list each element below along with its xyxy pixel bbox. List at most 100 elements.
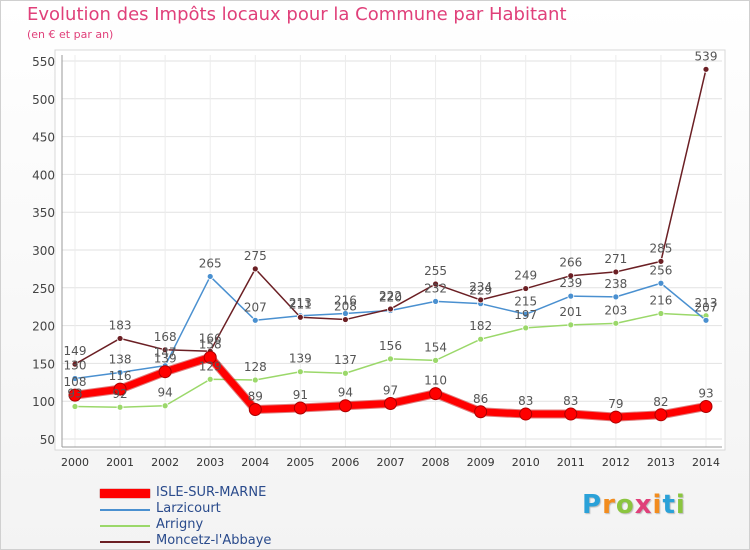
data-label: 156 xyxy=(379,339,402,353)
y-tick-label: 200 xyxy=(32,320,55,334)
data-point xyxy=(477,335,485,343)
logo-letter: x xyxy=(634,490,653,520)
data-label: 139 xyxy=(289,352,312,366)
data-label: 129 xyxy=(199,359,222,373)
data-point xyxy=(161,402,169,410)
x-tick-label: 2006 xyxy=(331,456,359,469)
data-label: 285 xyxy=(649,241,672,255)
x-tick-label: 2005 xyxy=(286,456,314,469)
chart-subtitle: (en € et par an) xyxy=(27,28,114,41)
legend-label: Arrigny xyxy=(156,517,204,532)
data-point xyxy=(522,310,530,318)
data-label: 94 xyxy=(158,386,173,400)
x-tick-label: 2011 xyxy=(557,456,585,469)
data-label: 138 xyxy=(109,352,132,366)
data-label: 256 xyxy=(649,263,672,277)
data-point xyxy=(161,346,169,354)
data-label: 116 xyxy=(109,369,132,383)
data-label: 222 xyxy=(379,289,402,303)
data-label: 94 xyxy=(338,386,353,400)
data-point xyxy=(567,272,575,280)
data-label: 137 xyxy=(334,353,357,367)
data-point xyxy=(477,296,485,304)
data-point xyxy=(293,401,307,415)
data-point xyxy=(248,403,262,417)
legend-swatch xyxy=(100,489,150,498)
data-label: 130 xyxy=(64,359,87,373)
logo-letter: i xyxy=(652,490,663,520)
data-label: 213 xyxy=(289,296,312,310)
data-label: 83 xyxy=(563,394,578,408)
x-tick-label: 2002 xyxy=(151,456,179,469)
data-point xyxy=(567,292,575,300)
data-label: 168 xyxy=(154,330,177,344)
data-label: 213 xyxy=(695,296,718,310)
data-point xyxy=(657,257,665,265)
legend-swatch xyxy=(100,525,150,527)
data-label: 89 xyxy=(248,390,263,404)
proxiti-logo: Proxiti xyxy=(582,490,686,520)
logo-letter: P xyxy=(582,490,603,520)
y-tick-label: 100 xyxy=(32,395,55,409)
data-label: 182 xyxy=(469,319,492,333)
data-label: 93 xyxy=(67,386,82,400)
data-point xyxy=(522,324,530,332)
data-label: 216 xyxy=(649,294,672,308)
data-point xyxy=(564,407,578,421)
data-point xyxy=(654,408,668,422)
data-point xyxy=(206,273,214,280)
data-point xyxy=(522,285,530,292)
data-label: 201 xyxy=(559,305,582,319)
data-label: 229 xyxy=(469,284,492,298)
data-point xyxy=(432,280,439,288)
data-label: 216 xyxy=(334,294,357,308)
data-point xyxy=(251,316,259,324)
data-label: 166 xyxy=(199,331,222,345)
data-label: 207 xyxy=(244,300,267,314)
data-point xyxy=(612,293,620,301)
data-point xyxy=(71,375,79,382)
data-point xyxy=(612,319,620,327)
data-label: 232 xyxy=(424,281,447,295)
data-label: 203 xyxy=(604,303,627,317)
y-tick-label: 400 xyxy=(32,168,55,182)
data-point xyxy=(429,387,443,401)
y-tick-label: 50 xyxy=(40,433,55,447)
data-point xyxy=(342,316,349,323)
y-tick-label: 350 xyxy=(32,206,55,220)
data-label: 93 xyxy=(698,386,713,400)
data-label: 91 xyxy=(293,388,308,402)
data-label: 149 xyxy=(64,344,87,358)
data-label: 139 xyxy=(154,352,177,366)
data-label: 234 xyxy=(469,280,492,294)
legend-label: Larzicourt xyxy=(156,501,221,516)
data-point xyxy=(567,321,575,329)
x-tick-label: 2008 xyxy=(422,456,450,469)
legend-swatch xyxy=(100,509,150,511)
legend-label: Moncetz-l'Abbaye xyxy=(156,533,272,548)
data-label: 128 xyxy=(244,360,267,374)
data-point xyxy=(702,316,710,324)
chart-title: Evolution des Impôts locaux pour la Comm… xyxy=(27,4,567,25)
x-tick-label: 2014 xyxy=(692,456,720,469)
data-point xyxy=(702,65,710,73)
data-point xyxy=(251,265,259,273)
data-label: 211 xyxy=(289,297,312,311)
data-label: 207 xyxy=(695,300,718,314)
data-label: 97 xyxy=(383,383,398,397)
data-label: 83 xyxy=(518,394,533,408)
legend-label: ISLE-SUR-MARNE xyxy=(156,485,267,500)
x-tick-label: 2007 xyxy=(377,456,405,469)
data-point xyxy=(474,405,488,419)
data-label: 255 xyxy=(424,264,447,278)
data-label: 275 xyxy=(244,249,267,263)
data-point xyxy=(519,407,533,421)
data-label: 265 xyxy=(199,256,222,270)
data-label: 110 xyxy=(424,374,447,388)
x-tick-label: 2012 xyxy=(602,456,630,469)
data-point xyxy=(432,298,439,305)
logo-letter: o xyxy=(615,490,635,520)
data-point xyxy=(657,310,665,317)
data-label: 86 xyxy=(473,392,488,406)
data-point xyxy=(158,365,172,379)
